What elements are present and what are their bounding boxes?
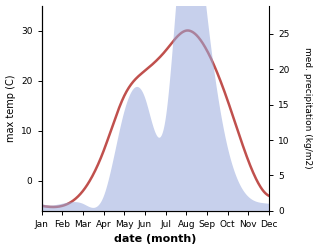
Y-axis label: max temp (C): max temp (C): [5, 74, 16, 142]
Y-axis label: med. precipitation (kg/m2): med. precipitation (kg/m2): [303, 48, 313, 169]
X-axis label: date (month): date (month): [114, 234, 197, 244]
